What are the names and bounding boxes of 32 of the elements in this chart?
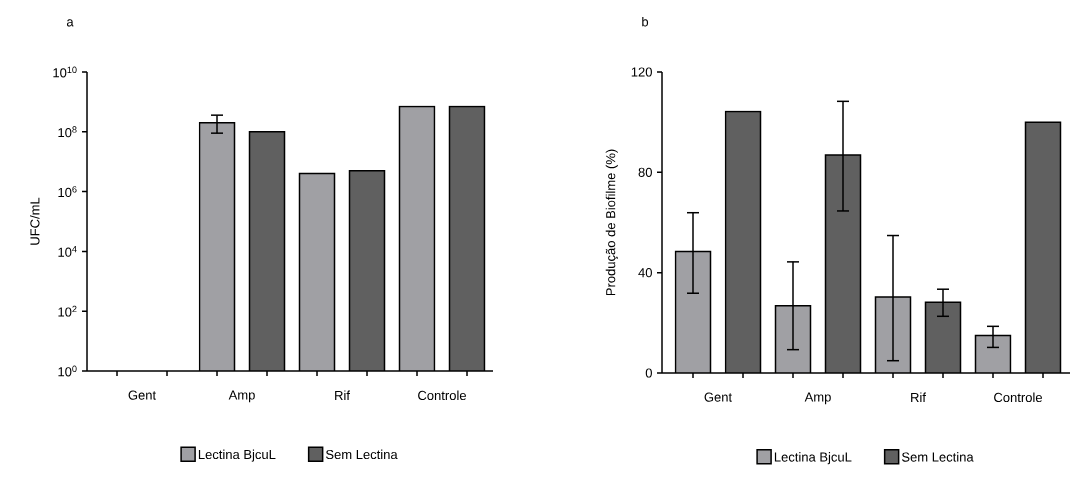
y-tick-label: 10$^{2}$: [58, 305, 77, 317]
x-tick-label: Rif: [335, 390, 350, 400]
y-tick-label: 10$^{8}$: [58, 126, 77, 138]
y-axis-title: Produção de Biofilme (%): [605, 149, 618, 296]
y-tick-label: 10$^{6}$: [58, 186, 77, 197]
y-tick-label: 10$^{0}$: [58, 365, 77, 377]
bar: [825, 155, 861, 373]
bar: [1024, 121, 1062, 373]
y-tick-label: 0: [645, 368, 652, 378]
legend-label: Lectina BjcuL: [198, 449, 276, 462]
y-tick-label: 40: [638, 268, 652, 278]
bar: [974, 334, 1012, 373]
chart-title: b: [642, 16, 649, 27]
x-tick-label: Amp: [804, 392, 831, 405]
x-tick-label: Gent: [704, 392, 732, 402]
y-tick-label: 80: [638, 167, 652, 177]
x-tick-label: Controle: [418, 390, 466, 401]
y-tick-label: 120: [631, 67, 652, 77]
bar: [725, 111, 761, 373]
x-tick-label: Rif: [911, 392, 926, 402]
bar: [925, 302, 961, 373]
legend-label: Sem Lectina: [901, 452, 974, 462]
legend-label: Sem Lectina: [326, 449, 398, 460]
y-tick-label: 10$^{4}$: [58, 246, 77, 257]
legend-label: Lectina BjcuL: [774, 452, 852, 465]
x-tick-label: Amp: [228, 390, 255, 403]
y-axis-title: UFC/mL: [29, 197, 40, 245]
x-tick-label: Controle: [994, 392, 1042, 403]
bar: [675, 251, 711, 373]
y-tick-label: 10$^{10}$: [53, 66, 77, 78]
x-tick-label: Gent: [128, 390, 156, 400]
chart-title: a: [66, 19, 74, 27]
